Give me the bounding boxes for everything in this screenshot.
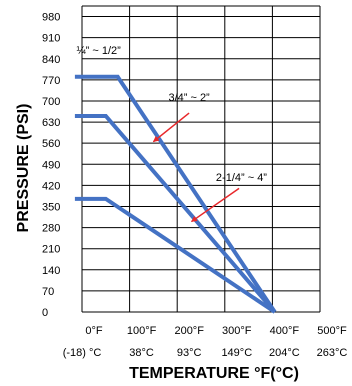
y-tick-label: 560 [42,138,60,150]
y-tick-label: 910 [42,33,60,45]
y-tick-label: 490 [42,159,60,171]
y-tick-label: 420 [42,180,60,192]
x-tick-label-f: 400°F [270,325,300,337]
y-tick-label: 770 [42,75,60,87]
x-tick-label-c: 149°C [221,347,252,359]
y-tick-label: 700 [42,96,60,108]
annotation-label-1: ¼” ~ 1/2” [76,45,121,57]
series-line-3 [74,196,276,314]
x-tick-label-f: 100°F [127,325,157,337]
annotations: ¼” ~ 1/2” 3/4” ~ 2” 2-1/4” ~ 4” [76,45,267,223]
y-tick-label: 350 [42,201,60,213]
y-tick-label: 140 [42,265,60,277]
y-tick-label: 980 [42,12,60,24]
series-lines [74,74,277,314]
y-tick-label: 630 [42,117,60,129]
y-tick-label: 0 [42,307,48,319]
x-tick-label-c: (-18) °C [63,347,102,359]
x-tick-labels: 0°F (-18) °C 100°F 38°C 200°F 93°C 300°F 149°C 4… [63,325,348,359]
x-tick-label-c: 38°C [129,347,154,359]
y-tick-labels: 0 70 140 210 280 350 420 490 560 630 700 770 840 910 9… [42,12,60,319]
x-axis-title: TEMPERATURE °F(°C) [129,365,299,382]
annotation-label-2: 3/4” ~ 2” [168,92,210,104]
y-tick-label: 280 [42,223,60,235]
x-tick-label-c: 263°C [317,347,348,359]
y-tick-label: 840 [42,54,60,66]
annotation-arrow-3 [190,187,240,223]
series-line-2 [74,114,277,314]
annotation-label-3: 2-1/4” ~ 4” [216,172,267,184]
y-tick-label: 210 [42,244,60,256]
series-line-1 [74,74,277,314]
x-tick-label-c: 93°C [177,347,202,359]
x-tick-label-f: 500°F [317,325,347,337]
y-tick-label: 70 [42,286,54,298]
annotation-arrow-2 [152,112,190,143]
x-tick-label-f: 200°F [174,325,204,337]
y-axis-title: PRESSURE (PSI) [15,104,32,233]
x-tick-label-c: 204°C [269,347,300,359]
x-tick-label-f: 300°F [222,325,252,337]
x-tick-label-f: 0°F [85,325,103,337]
